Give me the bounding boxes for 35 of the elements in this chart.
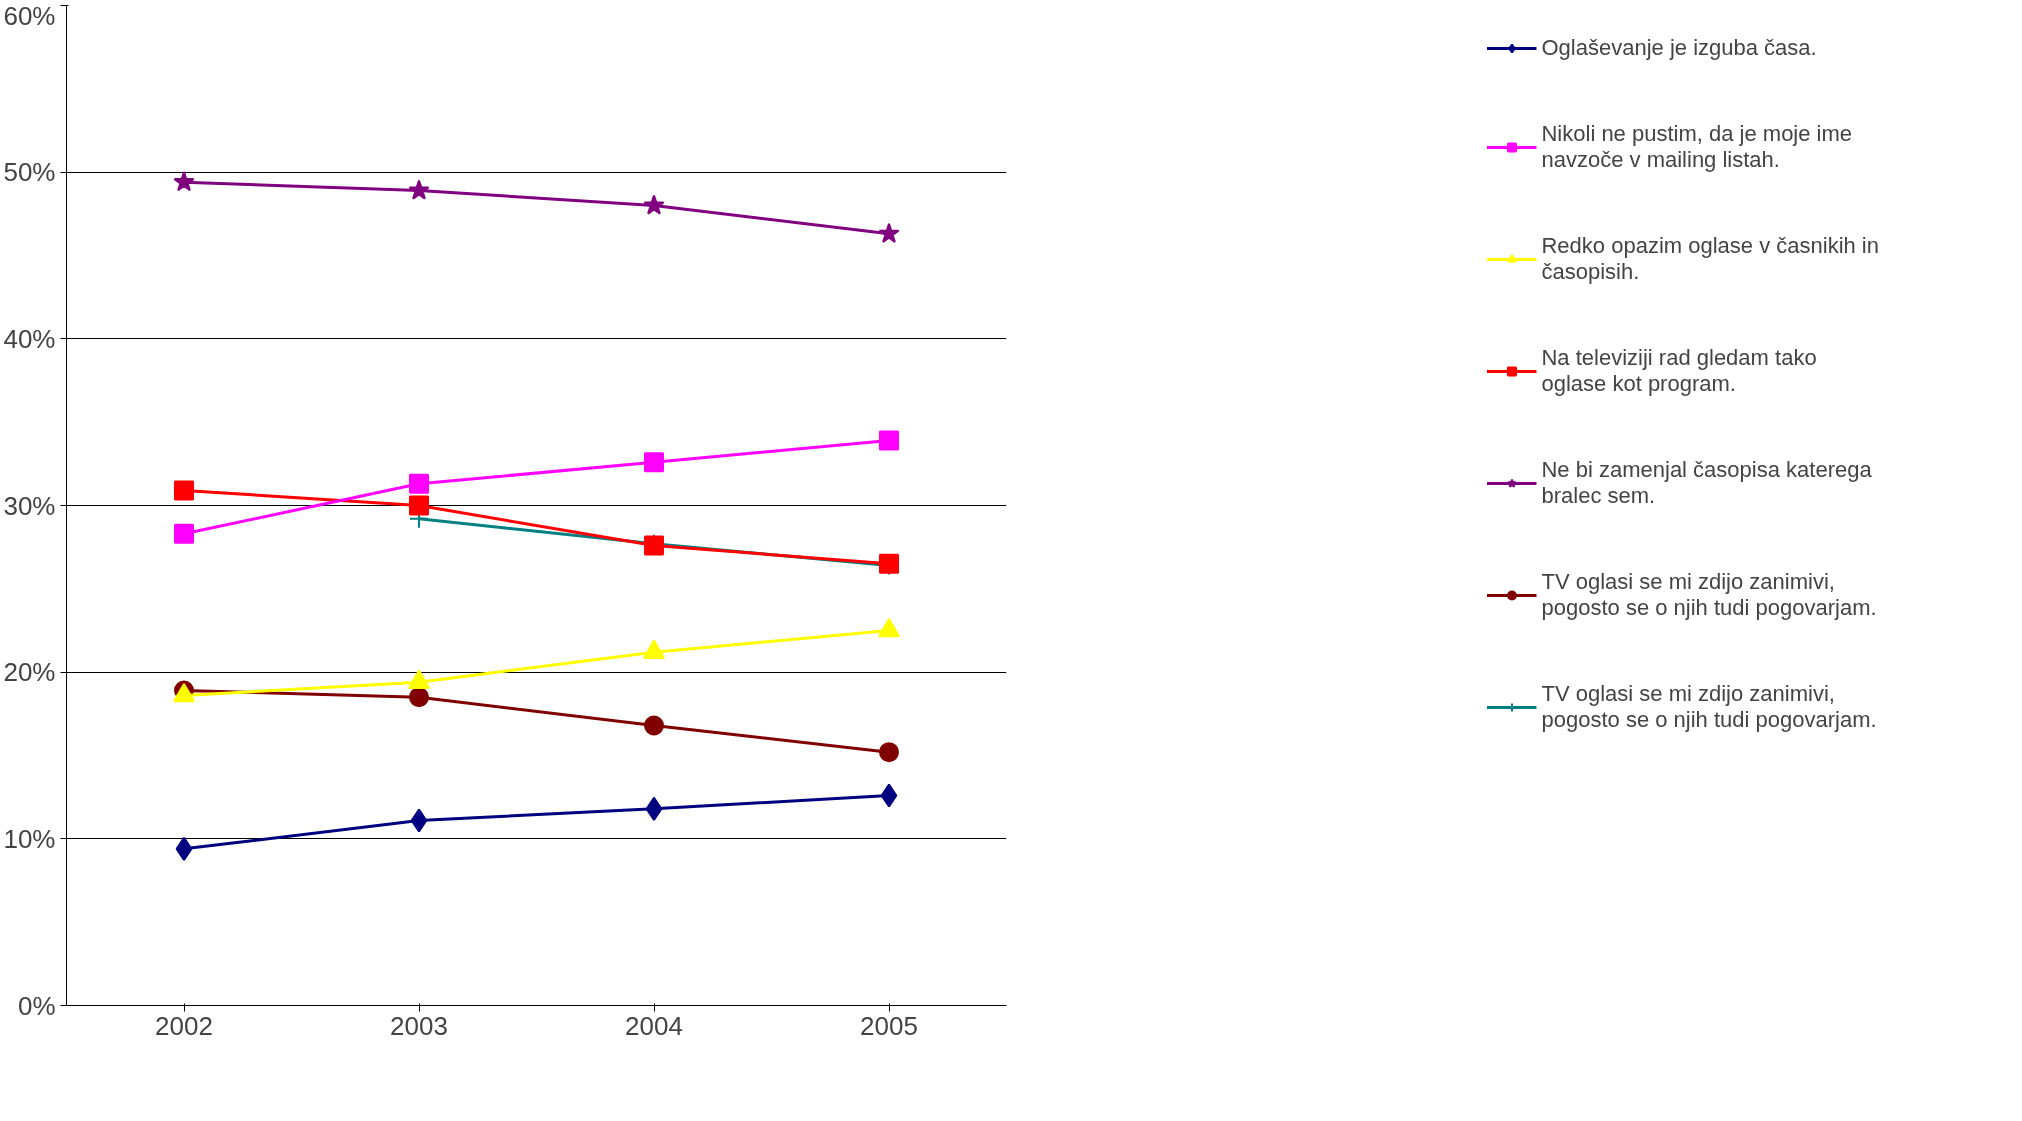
point [645, 796, 663, 821]
point [409, 495, 429, 516]
y-tick-label: 20% [3, 657, 56, 688]
y-tick-label: 60% [3, 0, 56, 31]
x-tick-label: 2004 [625, 1010, 683, 1041]
point [878, 222, 900, 243]
point [410, 808, 428, 833]
point [409, 687, 429, 708]
point [173, 171, 195, 192]
x-tick-label: 2003 [390, 1010, 448, 1041]
y-tick-label: 30% [3, 490, 56, 521]
point [175, 836, 193, 861]
point [409, 473, 429, 494]
y-tick-label: 40% [3, 323, 56, 354]
y-tick-label: 50% [3, 157, 56, 188]
point [408, 179, 430, 200]
legend-label: Na televiziji rad gledam tako oglase kot program. [1541, 345, 1817, 397]
y-tick-label: 10% [3, 823, 56, 854]
legend-label: Nikoli ne pustim, da je moje ime navzoče v mailing listah. [1541, 121, 1853, 173]
legend-label: TV oglasi se mi zdijo zanimivi, pogosto se o njih tudi pogovarjam. [1541, 569, 1877, 621]
point [644, 715, 664, 736]
point [879, 742, 899, 763]
legend-label: Redko opazim oglase v časnikih in časopisih. [1541, 233, 1879, 285]
point [174, 523, 194, 544]
point [643, 194, 665, 215]
point [174, 480, 194, 501]
point [644, 452, 664, 473]
legend-label: Oglaševanje je izguba časa. [1541, 35, 1817, 61]
x-tick-label: 2005 [860, 1010, 918, 1041]
y-tick-label: 0% [17, 990, 56, 1021]
point [879, 430, 899, 451]
point [880, 783, 898, 808]
legend-label: TV oglasi se mi zdijo zanimivi, pogosto se o njih tudi pogovarjam. [1541, 681, 1877, 733]
x-tick-label: 2002 [155, 1010, 213, 1041]
legend-label: Ne bi zamenjal časopisa katerega bralec sem. [1541, 457, 1872, 509]
